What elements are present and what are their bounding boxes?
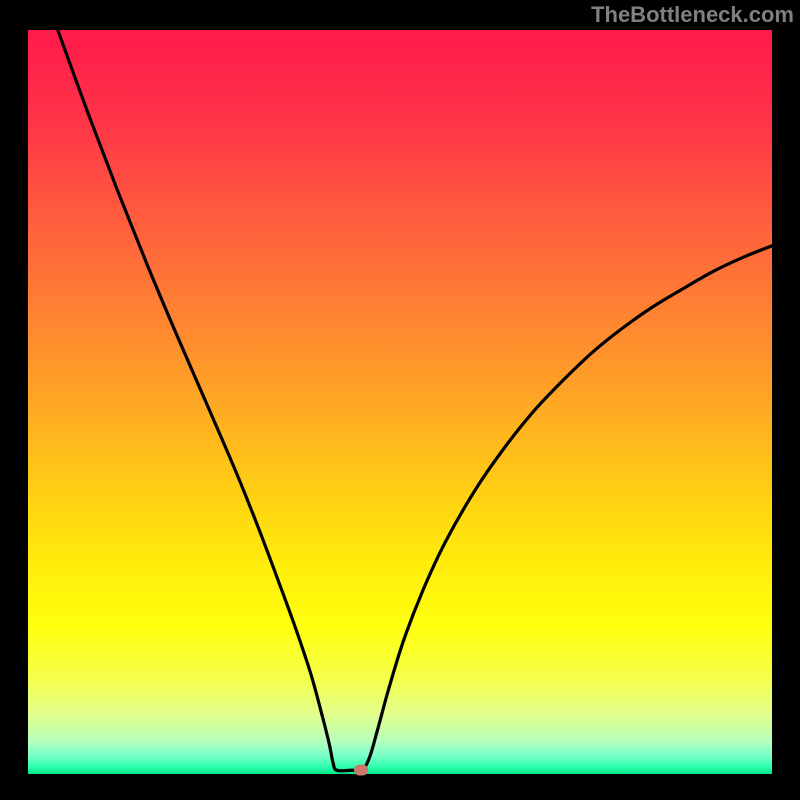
bottleneck-curve-path	[58, 30, 772, 771]
chart-marker-dot	[354, 764, 368, 775]
chart-plot-area	[28, 30, 772, 774]
chart-curve	[28, 30, 772, 774]
watermark-text: TheBottleneck.com	[591, 2, 794, 28]
